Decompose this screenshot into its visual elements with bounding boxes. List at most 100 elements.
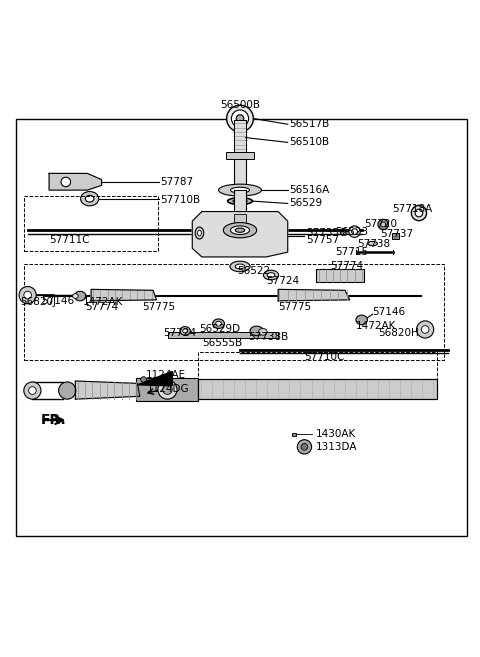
Circle shape: [141, 376, 146, 382]
Circle shape: [24, 382, 41, 399]
Circle shape: [301, 443, 308, 450]
Ellipse shape: [235, 264, 245, 269]
Text: 1313DA: 1313DA: [315, 442, 357, 452]
Polygon shape: [75, 381, 140, 399]
Ellipse shape: [230, 226, 250, 235]
Circle shape: [24, 291, 32, 299]
Ellipse shape: [259, 328, 267, 335]
Text: 57737: 57737: [380, 229, 413, 240]
Ellipse shape: [195, 227, 204, 239]
Text: 57774: 57774: [85, 302, 118, 312]
Text: 57775: 57775: [142, 302, 175, 312]
Ellipse shape: [235, 228, 245, 233]
Circle shape: [61, 177, 71, 187]
Ellipse shape: [198, 230, 201, 236]
Text: 1472AK: 1472AK: [83, 297, 123, 307]
Text: 56522: 56522: [238, 266, 271, 276]
Ellipse shape: [267, 273, 275, 277]
Text: 56500B: 56500B: [220, 101, 260, 110]
Circle shape: [417, 321, 434, 338]
Circle shape: [231, 110, 249, 127]
Polygon shape: [49, 173, 102, 190]
Text: 1124AE: 1124AE: [145, 371, 186, 380]
Circle shape: [158, 380, 177, 399]
Bar: [199, 378, 437, 399]
Text: 57710C: 57710C: [304, 352, 345, 362]
Polygon shape: [91, 289, 156, 301]
Bar: [24, 264, 444, 359]
Ellipse shape: [72, 294, 78, 298]
Bar: [392, 233, 399, 238]
Circle shape: [227, 105, 253, 132]
Ellipse shape: [264, 270, 279, 280]
Text: 56523: 56523: [336, 227, 369, 237]
Text: 57711C: 57711C: [49, 235, 90, 245]
Text: 56820H: 56820H: [378, 328, 419, 338]
Text: 1430AK: 1430AK: [315, 430, 356, 440]
Ellipse shape: [216, 321, 221, 326]
Text: 56516A: 56516A: [289, 185, 329, 195]
Circle shape: [349, 226, 360, 237]
Ellipse shape: [85, 195, 94, 202]
Text: 57710B: 57710B: [160, 194, 201, 204]
Circle shape: [59, 382, 76, 399]
Ellipse shape: [228, 198, 252, 204]
Text: 1124DG: 1124DG: [147, 384, 190, 394]
Polygon shape: [278, 289, 350, 301]
Text: 57715: 57715: [336, 247, 369, 257]
Ellipse shape: [233, 199, 247, 203]
Text: 56820J: 56820J: [21, 297, 57, 307]
Ellipse shape: [213, 319, 225, 328]
Text: 57738: 57738: [357, 238, 390, 248]
Ellipse shape: [81, 192, 99, 206]
Text: 57787: 57787: [160, 177, 193, 187]
Bar: [316, 269, 364, 282]
Ellipse shape: [356, 315, 367, 325]
Text: 57774: 57774: [331, 261, 364, 271]
Bar: [16, 118, 467, 536]
Circle shape: [411, 206, 427, 221]
Text: 56517B: 56517B: [289, 120, 329, 129]
Circle shape: [381, 222, 385, 227]
Bar: [234, 120, 246, 154]
Circle shape: [236, 115, 244, 122]
Ellipse shape: [183, 329, 188, 333]
Ellipse shape: [223, 223, 257, 238]
Bar: [234, 159, 246, 185]
Circle shape: [19, 286, 36, 304]
Text: 1472AK: 1472AK: [356, 321, 396, 331]
Ellipse shape: [230, 187, 250, 193]
Text: 56529D: 56529D: [199, 323, 240, 334]
Text: 57735G: 57735G: [306, 228, 347, 238]
Bar: [226, 152, 254, 159]
Text: 57718A: 57718A: [392, 204, 432, 214]
Text: 57724: 57724: [164, 328, 197, 338]
Ellipse shape: [218, 184, 262, 196]
Circle shape: [378, 219, 388, 230]
Text: 57146: 57146: [372, 307, 406, 317]
Bar: [291, 432, 296, 436]
Text: 57146: 57146: [41, 296, 74, 306]
Bar: [234, 214, 246, 233]
Text: 56529: 56529: [289, 198, 322, 208]
Ellipse shape: [250, 326, 264, 336]
Circle shape: [352, 229, 358, 235]
Text: 57757: 57757: [306, 235, 339, 245]
Bar: [199, 352, 437, 378]
Text: 56555B: 56555B: [202, 338, 242, 348]
Text: 57775: 57775: [278, 302, 312, 312]
Circle shape: [415, 209, 423, 217]
Circle shape: [29, 387, 36, 394]
Bar: [199, 378, 437, 399]
Bar: [168, 332, 278, 338]
Bar: [234, 190, 246, 214]
Text: 56510B: 56510B: [289, 137, 329, 147]
Polygon shape: [192, 212, 288, 257]
Ellipse shape: [74, 291, 86, 301]
Ellipse shape: [230, 261, 250, 272]
Text: FR.: FR.: [40, 413, 66, 427]
Bar: [24, 196, 158, 251]
Text: 57738B: 57738B: [249, 332, 289, 342]
Ellipse shape: [368, 241, 377, 246]
Ellipse shape: [180, 327, 191, 335]
